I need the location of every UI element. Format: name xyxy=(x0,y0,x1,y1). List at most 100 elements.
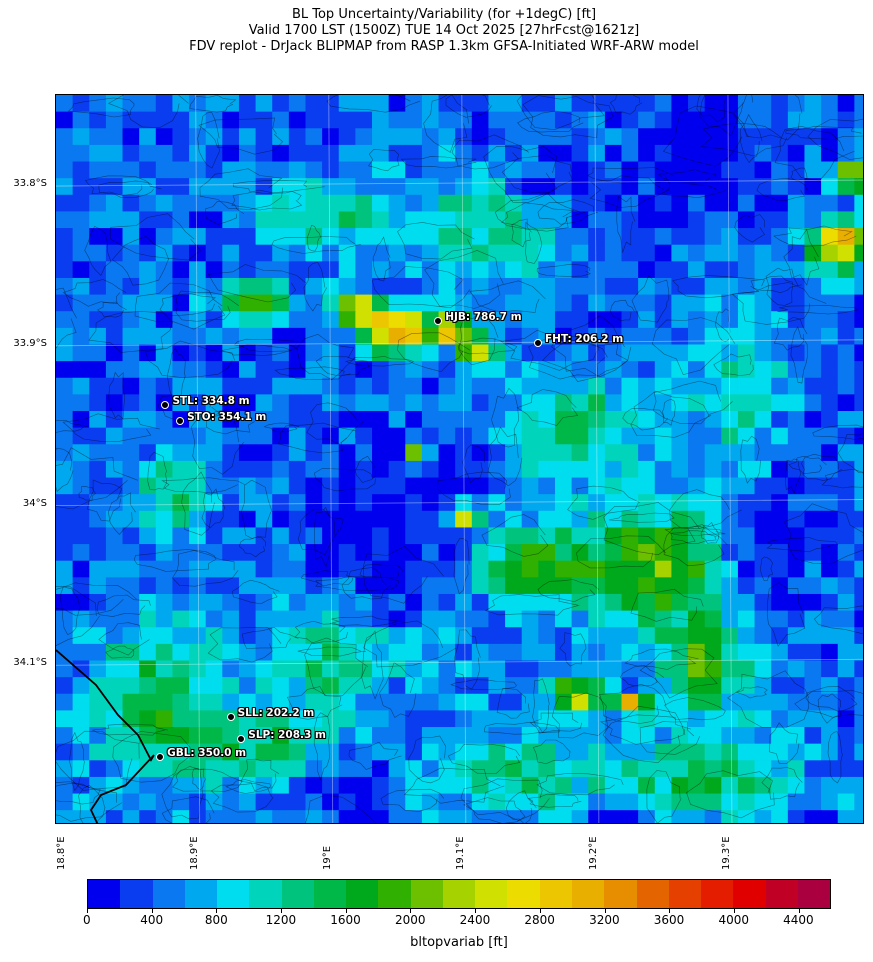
field-cell xyxy=(355,677,373,695)
field-cell xyxy=(288,560,307,578)
contour-line xyxy=(454,629,481,690)
field-cell xyxy=(521,194,539,213)
field-cell xyxy=(604,710,623,728)
contour-line xyxy=(610,299,635,322)
field-cell xyxy=(421,228,440,246)
field-cell xyxy=(837,244,855,262)
field-cell xyxy=(238,361,257,379)
contour-line xyxy=(622,408,669,431)
field-cell xyxy=(821,544,839,562)
colorbar-swatch xyxy=(217,880,250,908)
field-cell xyxy=(804,527,822,545)
contour-line xyxy=(359,563,404,579)
field-cell xyxy=(238,577,257,595)
field-cell xyxy=(222,677,240,695)
field-cell xyxy=(721,776,739,795)
contour-line xyxy=(198,117,284,155)
field-cell xyxy=(388,477,406,495)
field-cell xyxy=(72,444,90,462)
map-plot-area[interactable] xyxy=(55,94,864,824)
field-cell xyxy=(688,95,706,113)
field-cell xyxy=(272,228,290,246)
field-cell xyxy=(272,477,290,495)
field-cell xyxy=(737,727,756,745)
field-cell xyxy=(821,95,839,113)
field-cell xyxy=(122,277,140,296)
field-cell xyxy=(338,95,356,113)
field-cell xyxy=(554,427,573,445)
field-cell xyxy=(172,710,190,728)
contour-line xyxy=(765,267,799,306)
contour-line xyxy=(766,537,839,553)
field-cell xyxy=(505,95,523,113)
field-cell xyxy=(854,643,863,662)
contour-line xyxy=(784,458,802,495)
field-cell xyxy=(854,710,863,728)
field-cell xyxy=(821,677,839,695)
field-cell xyxy=(421,427,440,445)
field-cell xyxy=(372,527,390,545)
field-cell xyxy=(821,494,839,512)
field-cell xyxy=(804,627,822,645)
field-cell xyxy=(837,261,855,279)
field-cell xyxy=(89,427,107,445)
field-cell xyxy=(505,710,523,728)
field-cell xyxy=(588,560,606,578)
field-cell xyxy=(205,211,223,229)
contour-line xyxy=(348,741,402,770)
contour-line xyxy=(619,664,665,687)
colorbar-swatch xyxy=(346,880,379,908)
field-cell xyxy=(471,477,490,495)
field-cell xyxy=(821,161,839,179)
field-cell xyxy=(139,294,157,312)
field-cell xyxy=(255,394,273,412)
field-cell xyxy=(737,327,756,346)
field-cell xyxy=(355,244,373,262)
field-cell xyxy=(388,793,406,811)
contour-line xyxy=(463,797,526,823)
field-cell xyxy=(638,593,656,612)
field-cell xyxy=(222,660,240,678)
field-cell xyxy=(338,527,356,545)
field-cell xyxy=(571,111,589,129)
field-cell xyxy=(89,377,107,395)
field-cell xyxy=(372,294,390,312)
contour-line xyxy=(567,485,641,520)
field-cell xyxy=(588,244,606,262)
field-cell xyxy=(89,344,107,362)
field-cell xyxy=(189,211,207,229)
field-cell xyxy=(854,510,863,529)
contour-line xyxy=(761,767,803,800)
field-cell xyxy=(505,544,523,562)
station-dot-gbl xyxy=(156,752,165,761)
field-cell xyxy=(305,394,323,412)
field-cell xyxy=(538,95,556,113)
graticule-parallel xyxy=(56,658,863,666)
field-cell xyxy=(189,244,207,262)
field-cell xyxy=(704,294,722,312)
field-cell xyxy=(255,477,273,495)
field-cell xyxy=(421,793,440,811)
contour-line xyxy=(313,506,335,568)
field-cell xyxy=(604,727,623,745)
field-cell xyxy=(538,411,556,429)
field-cell xyxy=(538,477,556,495)
field-cell xyxy=(405,477,423,495)
field-cell xyxy=(621,643,639,662)
field-cell xyxy=(721,494,739,512)
field-cell xyxy=(255,743,273,761)
longitude-label: 18.9°E xyxy=(188,836,200,870)
field-cell xyxy=(588,211,606,229)
field-cell xyxy=(355,211,373,229)
field-cell xyxy=(338,560,356,578)
field-cell xyxy=(322,677,340,695)
field-cell xyxy=(854,560,863,578)
field-cell xyxy=(405,544,423,562)
field-cell xyxy=(837,128,855,146)
colorbar-tick-mark xyxy=(87,909,88,913)
field-cell xyxy=(604,760,623,778)
field-cell xyxy=(538,577,556,595)
field-cell xyxy=(837,444,855,462)
longitude-label: 19.1°E xyxy=(454,836,466,870)
field-cell xyxy=(421,693,440,711)
